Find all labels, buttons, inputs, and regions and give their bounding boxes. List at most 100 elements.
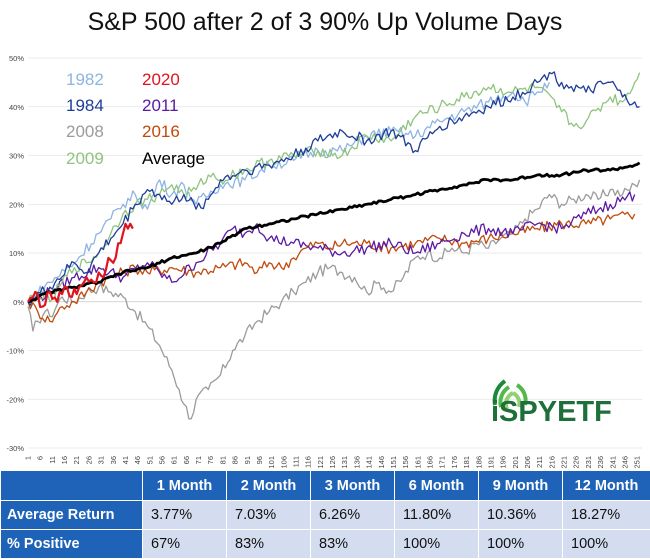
table-cell: 18.27% (563, 501, 650, 530)
x-tick-label: 221 (560, 456, 569, 469)
x-tick-label: 241 (608, 456, 617, 469)
x-tick-label: 66 (182, 456, 191, 464)
x-tick-label: 251 (633, 456, 642, 469)
x-tick-label: 46 (133, 456, 142, 464)
column-header: 9 Month (479, 471, 563, 501)
y-tick-label: 20% (9, 200, 24, 209)
x-tick-label: 11 (48, 456, 57, 464)
x-tick-label: 56 (158, 456, 167, 464)
legend-entry-2011: 2011 (142, 96, 179, 115)
table-cell: 100% (479, 530, 563, 559)
x-tick-label: 151 (389, 456, 398, 469)
x-tick-label: 1 (24, 456, 33, 460)
table-cell: 100% (563, 530, 650, 559)
x-tick-label: 111 (292, 456, 301, 467)
x-tick-label: 246 (620, 456, 629, 469)
x-tick-label: 176 (450, 456, 459, 469)
x-tick-label: 181 (462, 456, 471, 469)
x-tick-label: 201 (511, 456, 520, 469)
x-tick-label: 106 (279, 456, 288, 469)
legend-entry-2008: 2008 (66, 122, 104, 141)
x-tick-label: 141 (365, 456, 374, 469)
legend-entry-2016: 2016 (142, 122, 180, 141)
y-tick-label: 10% (9, 249, 24, 258)
legend-entry-1984: 1984 (66, 96, 104, 115)
x-tick-label: 76 (206, 456, 215, 464)
y-tick-label: -30% (6, 444, 24, 453)
x-tick-label: 131 (340, 456, 349, 469)
x-tick-label: 31 (97, 456, 106, 464)
column-header: 6 Month (395, 471, 479, 501)
row-header: Average Return (1, 501, 143, 530)
column-header: 3 Month (311, 471, 395, 501)
series-line-2008 (28, 180, 640, 419)
x-tick-label: 236 (596, 456, 605, 469)
legend-entry-2020: 2020 (142, 70, 180, 89)
x-tick-label: 36 (109, 456, 118, 464)
x-tick-label: 231 (584, 456, 593, 469)
table-cell: 100% (395, 530, 479, 559)
x-tick-label: 186 (474, 456, 483, 469)
y-tick-label: -10% (6, 347, 24, 356)
x-tick-label: 156 (401, 456, 410, 469)
table-cell: 67% (143, 530, 227, 559)
ispyetf-logo: iSPYETF (491, 381, 612, 428)
x-tick-label: 91 (243, 456, 252, 464)
x-tick-label: 96 (255, 456, 264, 464)
x-tick-label: 26 (84, 456, 93, 464)
row-header: % Positive (1, 530, 143, 559)
x-tick-label: 121 (316, 456, 325, 469)
y-tick-label: 40% (9, 103, 24, 112)
table-cell: 7.03% (227, 501, 311, 530)
legend-entry-average: Average (142, 149, 205, 168)
x-tick-label: 86 (231, 456, 240, 464)
y-tick-label: 50% (9, 54, 24, 63)
table-cell: 83% (311, 530, 395, 559)
x-tick-label: 6 (36, 456, 45, 460)
series-lines (28, 72, 640, 419)
x-tick-label: 81 (218, 456, 227, 464)
x-tick-label: 171 (438, 456, 447, 469)
x-tick-label: 136 (352, 456, 361, 469)
table-cell: 11.80% (395, 501, 479, 530)
x-tick-label: 216 (547, 456, 556, 469)
table-cell: 10.36% (479, 501, 563, 530)
x-tick-label: 226 (572, 456, 581, 469)
x-tick-label: 191 (486, 456, 495, 469)
column-header: 1 Month (143, 471, 227, 501)
legend-entry-1982: 1982 (66, 70, 104, 89)
x-tick-label: 61 (170, 456, 179, 464)
y-tick-label: 30% (9, 152, 24, 161)
column-header: 12 Month (563, 471, 650, 501)
x-tick-label: 161 (413, 456, 422, 469)
x-tick-label: 41 (121, 456, 130, 464)
x-tick-label: 206 (523, 456, 532, 469)
table-cell: 3.77% (143, 501, 227, 530)
x-tick-label: 211 (535, 456, 544, 468)
x-tick-label: 116 (304, 456, 313, 468)
table-corner (1, 471, 143, 501)
y-axis-ticks: 50% 40% 30% 20% 10% 0% -10% -20% -30% (6, 54, 24, 453)
x-tick-label: 21 (72, 456, 81, 464)
x-tick-label: 16 (60, 456, 69, 464)
table-cell: 6.26% (311, 501, 395, 530)
x-tick-label: 71 (194, 456, 203, 464)
x-tick-label: 146 (377, 456, 386, 469)
x-tick-label: 196 (499, 456, 508, 469)
x-tick-label: 126 (328, 456, 337, 469)
logo-text: iSPYETF (491, 396, 612, 428)
column-header: 2 Month (227, 471, 311, 501)
legend: 1982 2020 1984 2011 2008 2016 2009 Average (66, 70, 205, 168)
x-tick-label: 101 (267, 456, 276, 469)
chart-grid (28, 58, 642, 448)
legend-entry-2009: 2009 (66, 149, 104, 168)
y-tick-label: -20% (6, 395, 24, 404)
x-tick-label: 51 (145, 456, 154, 464)
y-tick-label: 0% (13, 298, 24, 307)
